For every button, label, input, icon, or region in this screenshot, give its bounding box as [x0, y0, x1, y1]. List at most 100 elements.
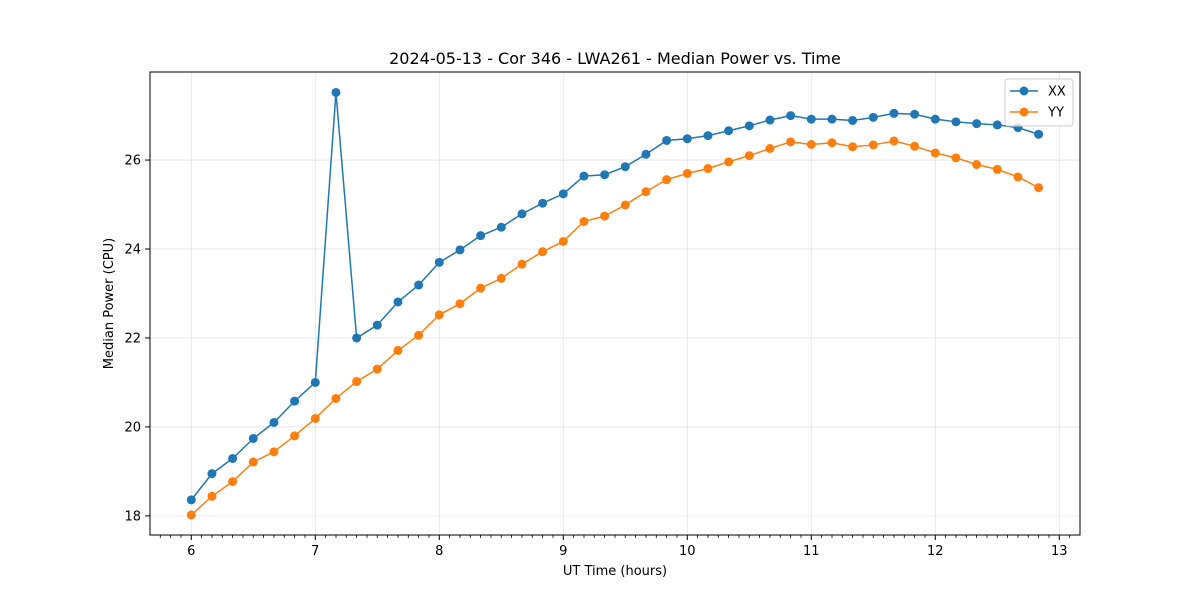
data-point-xx: [765, 115, 775, 125]
x-tick-label: 8: [435, 544, 443, 559]
legend-marker-yy: [1019, 107, 1029, 117]
data-point-xx: [992, 120, 1002, 130]
data-point-yy: [207, 491, 217, 501]
data-point-xx: [434, 257, 444, 267]
data-point-xx: [703, 131, 713, 141]
data-point-xx: [310, 377, 320, 387]
data-point-xx: [248, 433, 258, 443]
series-yy: [186, 136, 1044, 520]
data-point-yy: [331, 393, 341, 403]
y-tick-label: 26: [124, 154, 141, 169]
data-point-yy: [228, 477, 238, 487]
x-tick-label: 12: [927, 544, 944, 559]
data-point-yy: [517, 259, 527, 269]
data-point-yy: [868, 140, 878, 150]
x-axis-label: UT Time (hours): [563, 564, 667, 579]
data-point-xx: [868, 112, 878, 122]
data-point-xx: [641, 149, 651, 159]
data-point-xx: [455, 245, 465, 255]
x-tick-label: 9: [559, 544, 567, 559]
data-point-yy: [910, 141, 920, 151]
data-point-yy: [744, 151, 754, 161]
data-point-yy: [372, 364, 382, 374]
data-point-yy: [620, 200, 630, 210]
data-point-yy: [248, 457, 258, 467]
legend-label-yy: YY: [1047, 106, 1064, 121]
data-point-yy: [538, 247, 548, 257]
data-point-yy: [703, 164, 713, 174]
y-tick-label: 20: [124, 420, 141, 435]
legend-label-xx: XX: [1048, 85, 1066, 100]
data-point-xx: [848, 115, 858, 125]
y-axis-label: Median Power (CPU): [102, 238, 117, 369]
data-point-yy: [352, 377, 362, 387]
data-point-xx: [744, 121, 754, 131]
data-point-yy: [724, 157, 734, 167]
data-point-xx: [558, 189, 568, 199]
data-point-xx: [889, 108, 899, 118]
data-point-yy: [786, 137, 796, 147]
data-point-yy: [269, 447, 279, 457]
data-point-xx: [620, 162, 630, 172]
data-point-xx: [951, 117, 961, 127]
data-point-xx: [827, 114, 837, 124]
data-point-yy: [930, 148, 940, 158]
chart-title: 2024-05-13 - Cor 346 - LWA261 - Median P…: [389, 49, 841, 68]
data-point-yy: [290, 431, 300, 441]
data-point-xx: [186, 495, 196, 505]
data-point-xx: [496, 222, 506, 232]
x-tick-label: 13: [1051, 544, 1068, 559]
data-point-xx: [228, 454, 238, 464]
data-point-yy: [1013, 172, 1023, 182]
data-point-yy: [434, 310, 444, 320]
data-point-yy: [806, 139, 816, 149]
series-xx: [186, 87, 1044, 505]
x-tick-label: 7: [311, 544, 319, 559]
data-point-xx: [269, 417, 279, 427]
data-point-yy: [682, 168, 692, 178]
x-tick-label: 10: [679, 544, 696, 559]
data-point-xx: [910, 109, 920, 119]
data-point-xx: [662, 135, 672, 145]
data-point-xx: [517, 209, 527, 219]
data-point-xx: [682, 134, 692, 144]
data-point-xx: [538, 198, 548, 208]
data-point-xx: [806, 114, 816, 124]
data-point-yy: [662, 175, 672, 185]
series-layer: [186, 87, 1044, 520]
data-point-yy: [972, 160, 982, 170]
data-point-xx: [930, 114, 940, 124]
legend: XX YY: [1004, 78, 1074, 127]
data-point-yy: [889, 136, 899, 146]
data-point-xx: [600, 170, 610, 180]
data-point-yy: [600, 211, 610, 221]
data-point-yy: [414, 330, 424, 340]
data-point-yy: [848, 142, 858, 152]
data-point-xx: [476, 231, 486, 241]
data-point-xx: [352, 333, 362, 343]
data-point-yy: [558, 236, 568, 246]
x-tick-label: 11: [803, 544, 820, 559]
data-point-xx: [331, 87, 341, 97]
data-point-xx: [786, 111, 796, 121]
data-point-xx: [207, 469, 217, 479]
data-point-xx: [972, 119, 982, 129]
tick-layer: 6 7 8 9 10 11 12 13 18 20 22 24 26: [124, 154, 1070, 559]
data-point-xx: [414, 280, 424, 290]
x-tick-label: 6: [187, 544, 195, 559]
data-point-xx: [393, 297, 403, 307]
data-point-yy: [765, 143, 775, 153]
y-tick-label: 18: [124, 509, 141, 524]
data-point-yy: [496, 273, 506, 283]
data-point-xx: [724, 126, 734, 136]
y-tick-label: 22: [124, 331, 141, 346]
data-point-yy: [1034, 183, 1044, 193]
data-point-xx: [290, 396, 300, 406]
data-point-yy: [641, 187, 651, 197]
data-point-yy: [992, 164, 1002, 174]
data-point-yy: [827, 138, 837, 148]
legend-marker-xx: [1019, 86, 1029, 96]
plot-area: [150, 72, 1080, 535]
